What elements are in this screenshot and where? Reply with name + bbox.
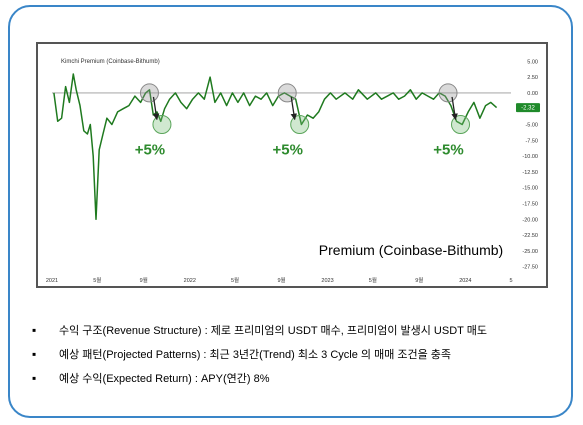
x-tick-label: 5 — [509, 278, 512, 284]
y-tick-label: 2.50 — [527, 75, 538, 81]
y-tick-label: -5.00 — [525, 123, 538, 129]
y-tick-label: -12.50 — [522, 170, 538, 176]
annotation-trough-circle — [451, 115, 471, 135]
y-tick-label: 0.00 — [527, 91, 538, 97]
y-tick-label: -15.00 — [522, 186, 538, 192]
y-tick-label: -22.50 — [522, 233, 538, 239]
x-tick-label: 5월 — [231, 276, 239, 284]
bullet-revenue-structure: 수익 구조(Revenue Structure) : 제로 프리미엄의 USDT… — [32, 324, 577, 338]
annotation-arrow — [290, 96, 298, 121]
x-tick-label: 5월 — [369, 276, 377, 284]
annotation-arrow — [451, 96, 458, 121]
bullet-projected-patterns: 예상 패턴(Projected Patterns) : 최근 3년간(Trend… — [32, 348, 577, 362]
x-tick-label: 2021 — [46, 278, 58, 284]
annotation-label: +5% — [272, 142, 302, 159]
annotation-peak-circle — [139, 83, 159, 103]
annotation-peak-circle — [438, 83, 458, 103]
premium-chart: Kimchi Premium (Coinbase-Bithumb) 5.00 2.… — [46, 59, 540, 284]
x-tick-label: 2024 — [459, 278, 471, 284]
annotation-label: +5% — [135, 142, 165, 159]
series-line-premium — [53, 73, 498, 221]
x-tick-label: 9월 — [277, 276, 285, 284]
chart-overlay-label: Premium (Coinbase-Bithumb) — [319, 242, 503, 258]
annotation-arrow — [152, 96, 160, 121]
bullet-list: 수익 구조(Revenue Structure) : 제로 프리미엄의 USDT… — [32, 324, 577, 397]
annotation-trough-circle — [152, 115, 172, 135]
x-tick-label: 2022 — [184, 278, 196, 284]
x-tick-label: 9월 — [415, 276, 423, 284]
y-tick-label: -27.50 — [522, 265, 538, 271]
bullet-expected-return: 예상 수익(Expected Return) : APY(연간) 8% — [32, 372, 577, 386]
annotation-label: +5% — [433, 142, 463, 159]
y-tick-label: -20.00 — [522, 217, 538, 223]
y-tick-label: 5.00 — [527, 59, 538, 65]
x-tick-label: 9월 — [140, 276, 148, 284]
last-value-label: -2.32 — [521, 106, 535, 112]
y-tick-label: -7.50 — [525, 138, 538, 144]
y-tick-label: -25.00 — [522, 249, 538, 255]
y-tick-label: -10.00 — [522, 154, 538, 160]
y-tick-label: -17.50 — [522, 201, 538, 207]
annotation-peak-circle — [277, 83, 297, 103]
x-tick-label: 5월 — [93, 276, 101, 284]
last-value-badge — [516, 103, 540, 113]
x-tick-label: 2023 — [321, 278, 333, 284]
chart-frame: Kimchi Premium (Coinbase-Bithumb) 5.00 2.… — [36, 42, 548, 288]
chart-title: Kimchi Premium (Coinbase-Bithumb) — [61, 59, 160, 65]
annotation-trough-circle — [290, 115, 310, 135]
